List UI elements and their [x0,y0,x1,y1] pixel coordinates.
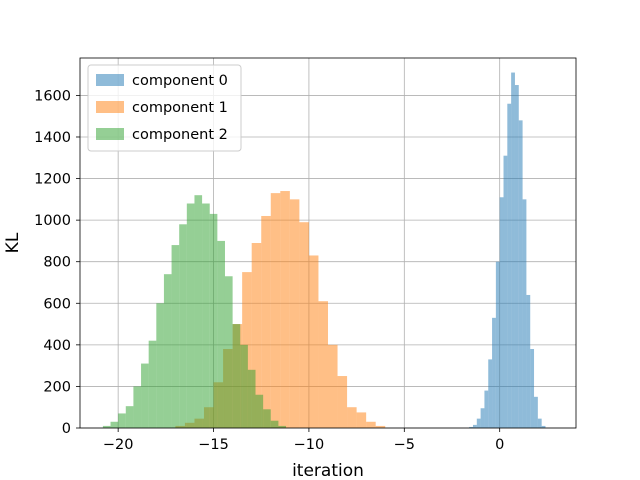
histogram-bar [110,421,119,428]
histogram-bar [347,407,357,428]
histogram-bar [141,363,149,428]
histogram-bar [278,425,287,428]
histogram-bar [503,155,508,428]
y-tick-label: 1000 [34,213,71,229]
histogram-bars [102,72,546,429]
histogram-bar [472,424,477,428]
histogram-bar [247,369,256,428]
histogram-bar [537,418,542,428]
histogram-bar [526,294,531,428]
histogram-bar [209,213,218,428]
y-tick-label: 1200 [34,172,71,188]
histogram-bar [495,261,500,428]
y-axis-label: KL [3,232,23,253]
histogram-bar [263,409,271,428]
histogram-bar [488,359,493,428]
histogram-bar [280,191,290,428]
histogram-bar [133,386,142,428]
histogram-bar [251,243,262,428]
x-tick-label: 0 [495,437,504,453]
legend-label: component 1 [132,100,228,116]
x-tick-label: −10 [294,437,325,453]
histogram-bar [514,85,519,429]
histogram-bar [217,240,225,428]
histogram-bar [118,413,126,428]
y-tick-label: 800 [43,255,71,271]
histogram-bar [289,199,300,428]
x-tick-label: −20 [103,437,134,453]
histogram-bar [476,418,481,428]
histogram-bar [366,421,376,428]
y-tick-label: 400 [43,338,71,354]
x-tick-label: −15 [198,437,229,453]
histogram-bar [186,203,195,428]
histogram-bar [194,195,203,428]
histogram-bar [480,408,485,428]
legend-label: component 2 [132,127,228,143]
histogram-bar [148,340,157,428]
histogram-bar [261,215,271,428]
histogram-bar [318,301,328,428]
histogram-bar [507,103,512,428]
legend-box [87,64,242,152]
y-tick-label: 1600 [34,88,71,104]
histogram-bar [255,394,264,428]
histogram-bar [125,406,134,428]
y-tick-label: 0 [62,421,71,437]
histogram-bar [511,72,515,428]
y-tick-label: 600 [43,296,71,312]
series-0-bars [469,72,546,429]
histogram-bar [270,420,279,428]
histogram-bar [156,303,164,428]
histogram-bar [530,349,535,428]
histogram-bar [163,274,172,428]
histogram-bar [337,376,348,428]
histogram-bar [328,344,338,428]
legend-swatch [96,101,124,113]
histogram-bar [202,203,210,428]
legend-label: component 0 [132,73,228,89]
y-tick-label: 200 [43,379,71,395]
legend: component 0 component 1 component 2 [87,64,242,152]
histogram-bar [232,324,241,428]
series-2-bars [102,195,287,428]
histogram-bar [102,425,111,428]
histogram-bar [499,197,504,428]
histogram-bar [356,412,367,428]
histogram-bar [171,245,180,428]
x-axis-label: iteration [292,461,364,480]
histogram-bar [375,425,386,428]
legend-swatch [96,128,124,140]
histogram-bar [541,425,546,428]
histogram-bar [270,193,281,428]
histogram-bar [469,426,473,428]
histogram-bar [240,344,248,428]
histogram-bar [534,396,538,428]
histogram-bar [518,120,523,428]
histogram-bar [224,276,233,428]
x-tick-label: −5 [394,437,415,453]
histogram-bar [179,224,187,428]
plot-frame [79,57,577,429]
legend-swatch [96,74,124,86]
histogram-bar [522,199,527,428]
histogram-bar [308,255,319,428]
histogram-bar [484,390,489,428]
histogram-bar [299,222,309,428]
y-tick-label: 1400 [34,130,71,146]
histogram-bar [492,317,496,428]
axis-ticks: −20 −15 −10 −5 0 0 200 400 600 800 1000 1200 1400 160… [34,88,504,453]
